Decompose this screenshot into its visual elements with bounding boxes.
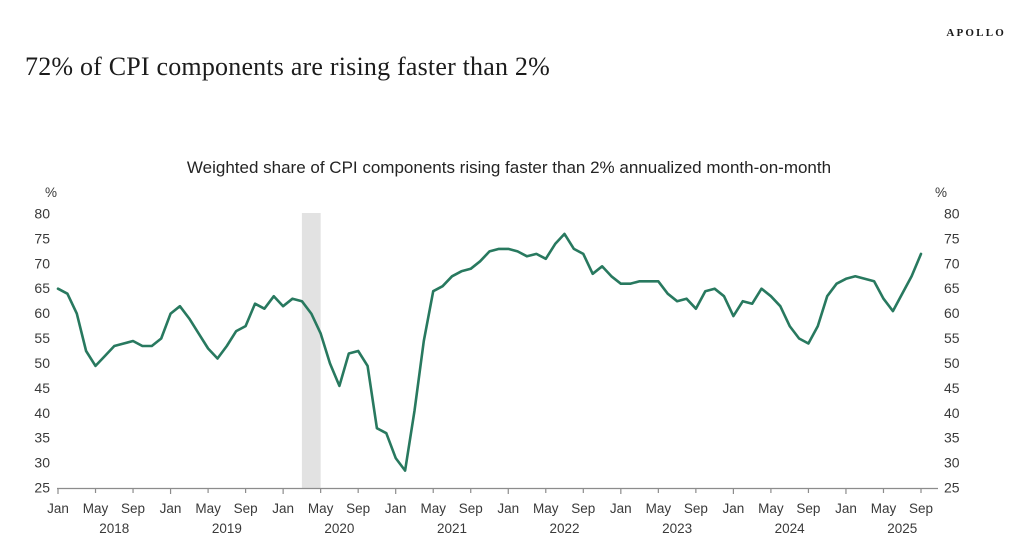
x-tick-label: Sep	[909, 501, 933, 516]
x-tick-label: Jan	[385, 501, 407, 516]
x-tick-label: Jan	[47, 501, 69, 516]
x-tick-label: Sep	[684, 501, 708, 516]
y-unit-label-left: %	[45, 185, 57, 200]
x-year-label: 2024	[775, 521, 806, 536]
x-tick-label: Jan	[272, 501, 294, 516]
y-tick-label-left: 45	[34, 380, 50, 396]
x-tick-label: Jan	[835, 501, 857, 516]
y-tick-label-right: 80	[944, 206, 960, 222]
x-year-label: 2023	[662, 521, 692, 536]
y-tick-label-right: 75	[944, 230, 960, 246]
x-tick-label: May	[308, 501, 334, 516]
x-year-label: 2025	[887, 521, 917, 536]
y-tick-label-right: 35	[944, 430, 960, 446]
x-tick-label: Sep	[796, 501, 820, 516]
y-tick-label-right: 65	[944, 280, 960, 296]
x-tick-label: May	[83, 501, 109, 516]
y-tick-label-right: 70	[944, 255, 960, 271]
y-tick-label-right: 50	[944, 355, 960, 371]
recession-band	[301, 213, 321, 488]
y-tick-label-left: 35	[34, 430, 50, 446]
x-tick-label: May	[195, 501, 221, 516]
x-tick-label: May	[758, 501, 784, 516]
y-tick-label-left: 75	[34, 230, 50, 246]
y-tick-label-right: 40	[944, 405, 960, 421]
y-tick-label-left: 80	[34, 206, 50, 222]
y-tick-label-left: 40	[34, 405, 50, 421]
y-tick-label-right: 60	[944, 305, 960, 321]
y-unit-label-right: %	[935, 185, 947, 200]
x-year-label: 2022	[550, 521, 580, 536]
cpi-share-line	[56, 232, 923, 472]
x-tick-label: May	[646, 501, 672, 516]
y-tick-label-right: 25	[944, 480, 960, 496]
y-tick-label-left: 50	[34, 355, 50, 371]
y-tick-label-right: 45	[944, 380, 960, 396]
x-tick-label: Jan	[610, 501, 632, 516]
x-tick-label: Jan	[160, 501, 182, 516]
y-tick-label-right: 30	[944, 455, 960, 471]
x-tick-label: Sep	[571, 501, 595, 516]
x-tick-label: Sep	[346, 501, 370, 516]
x-tick-label: Sep	[459, 501, 483, 516]
y-tick-label-right: 55	[944, 330, 960, 346]
y-tick-label-left: 25	[34, 480, 50, 496]
y-tick-label-left: 55	[34, 330, 50, 346]
chart-title: Weighted share of CPI components rising …	[186, 158, 832, 177]
x-year-label: 2021	[437, 521, 467, 536]
y-tick-label-left: 60	[34, 305, 50, 321]
x-year-label: 2020	[324, 521, 354, 536]
y-tick-label-left: 65	[34, 280, 50, 296]
x-tick-label: Sep	[234, 501, 258, 516]
y-tick-label-left: 30	[34, 455, 50, 471]
y-tick-label-left: 70	[34, 255, 50, 271]
x-tick-label: Sep	[121, 501, 145, 516]
x-tick-label: May	[420, 501, 446, 516]
apollo-logo: APOLLO	[946, 27, 1006, 39]
x-year-label: 2018	[99, 521, 129, 536]
x-year-label: 2019	[212, 521, 242, 536]
x-tick-label: May	[533, 501, 559, 516]
x-tick-label: May	[871, 501, 897, 516]
x-tick-label: Jan	[497, 501, 519, 516]
page-title: 72% of CPI components are rising faster …	[25, 52, 550, 81]
x-tick-label: Jan	[723, 501, 745, 516]
